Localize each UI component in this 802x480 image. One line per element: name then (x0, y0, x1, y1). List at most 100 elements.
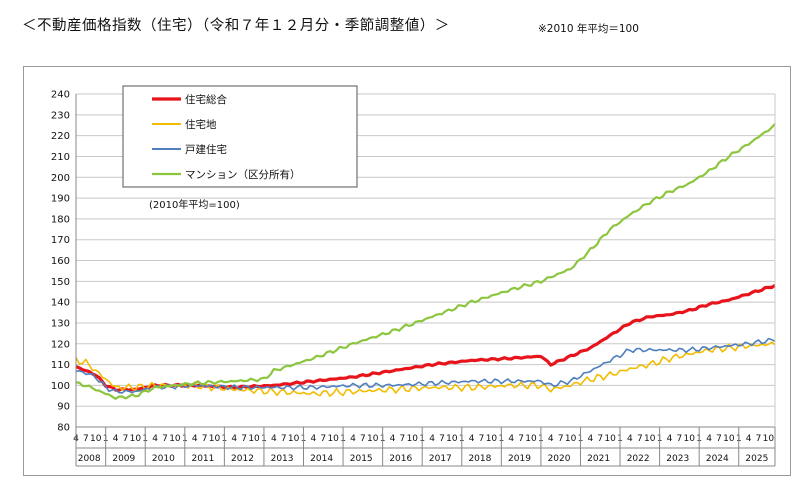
x-month-label: 4 (587, 434, 593, 444)
x-month-label: 4 (231, 434, 237, 444)
x-year-label: 2010 (152, 454, 175, 464)
series-line-3 (75, 123, 776, 400)
y-tick-label: 240 (51, 90, 70, 101)
x-month-label: 7 (479, 434, 485, 444)
x-year-label: 2021 (587, 454, 610, 464)
x-month-label: 10 (763, 434, 775, 444)
x-year-label: 2018 (468, 454, 491, 464)
chart-frame (23, 66, 791, 476)
x-month-label: 10 (169, 434, 181, 444)
x-month-label: 7 (677, 434, 683, 444)
y-tick-label: 80 (57, 423, 70, 434)
x-month-label: 7 (281, 434, 287, 444)
x-year-label: 2015 (350, 454, 373, 464)
y-tick-label: 190 (51, 194, 70, 205)
y-tick-label: 150 (51, 277, 70, 288)
series-line-0 (75, 283, 776, 392)
y-tick-label: 140 (51, 298, 70, 309)
x-month-label: 4 (113, 434, 119, 444)
y-tick-label: 210 (51, 152, 70, 163)
x-month-label: 10 (565, 434, 577, 444)
x-month-label: 10 (486, 434, 498, 444)
x-month-label: 7 (400, 434, 406, 444)
x-year-label: 2012 (231, 454, 254, 464)
x-month-label: 10 (248, 434, 260, 444)
x-axis-ticks: 4710147101471014710147101471014710147101… (73, 427, 776, 467)
x-month-label: 7 (123, 434, 129, 444)
x-month-label: 4 (350, 434, 356, 444)
legend-label-1: 住宅地 (185, 118, 217, 131)
x-month-label: 7 (360, 434, 366, 444)
y-tick-label: 200 (51, 173, 70, 184)
x-month-label: 7 (756, 434, 762, 444)
x-month-label: 10 (723, 434, 735, 444)
y-tick-label: 110 (51, 360, 70, 371)
x-month-label: 4 (746, 434, 752, 444)
x-year-label: 2011 (191, 454, 214, 464)
x-year-label: 2023 (666, 454, 689, 464)
x-month-label: 10 (644, 434, 656, 444)
chart-heading: ＜不動産価格指数（住宅）（令和７年１２月分・季節調整値）＞ (22, 18, 450, 34)
x-month-label: 7 (83, 434, 89, 444)
x-month-label: 4 (706, 434, 712, 444)
x-year-label: 2017 (429, 454, 452, 464)
x-month-label: 10 (525, 434, 537, 444)
x-year-label: 2019 (508, 454, 531, 464)
x-month-label: 7 (320, 434, 326, 444)
x-year-label: 2009 (112, 454, 135, 464)
x-month-label: 4 (667, 434, 673, 444)
series-line-1 (75, 341, 776, 397)
x-month-label: 4 (192, 434, 198, 444)
y-tick-label: 220 (51, 131, 70, 142)
x-year-label: 2008 (78, 454, 101, 464)
x-year-label: 2025 (745, 454, 768, 464)
x-month-label: 7 (716, 434, 722, 444)
x-month-label: 4 (627, 434, 633, 444)
y-axis-ticks: 80 90 100 110 120 130 140 150 160 170 180 190 200 210… (51, 90, 70, 434)
x-year-label: 2020 (548, 454, 571, 464)
x-year-label: 2013 (271, 454, 294, 464)
x-year-label: 2014 (310, 454, 333, 464)
x-month-label: 10 (367, 434, 379, 444)
series-lines (75, 123, 776, 400)
y-tick-label: 90 (57, 402, 70, 413)
x-month-label: 4 (390, 434, 396, 444)
x-month-label: 4 (429, 434, 435, 444)
x-month-label: 10 (327, 434, 339, 444)
x-month-label: 7 (202, 434, 208, 444)
y-tick-label: 130 (51, 318, 70, 329)
x-year-label: 2024 (706, 454, 729, 464)
x-month-label: 10 (604, 434, 616, 444)
legend-box (122, 85, 358, 188)
x-month-label: 4 (508, 434, 514, 444)
legend-label-3: マンション（区分所有） (185, 168, 301, 181)
x-month-label: 7 (439, 434, 445, 444)
x-month-label: 4 (311, 434, 317, 444)
plot-axes (75, 94, 776, 428)
x-year-label: 2022 (627, 454, 650, 464)
x-month-label: 4 (548, 434, 554, 444)
x-month-label: 10 (130, 434, 142, 444)
x-month-label: 7 (637, 434, 643, 444)
x-month-label: 7 (241, 434, 247, 444)
legend-label-0: 住宅総合 (185, 93, 227, 106)
y-tick-label: 180 (51, 214, 70, 225)
x-month-label: 7 (558, 434, 564, 444)
x-month-label: 10 (209, 434, 221, 444)
y-tick-label: 230 (51, 110, 70, 121)
x-year-label: 2016 (389, 454, 412, 464)
legend-label-2: 戸建住宅 (185, 143, 227, 156)
x-month-label: 4 (469, 434, 475, 444)
x-month-label: 10 (446, 434, 458, 444)
x-month-label: 10 (684, 434, 696, 444)
x-month-label: 4 (271, 434, 277, 444)
x-month-label: 7 (597, 434, 603, 444)
y-tick-label: 100 (51, 381, 70, 392)
base-label: (2010年平均=100) (149, 198, 240, 211)
y-tick-label: 170 (51, 235, 70, 246)
x-month-label: 10 (90, 434, 102, 444)
y-tick-label: 120 (51, 339, 70, 350)
base-year-note: ※2010 年平均＝100 (538, 23, 639, 35)
